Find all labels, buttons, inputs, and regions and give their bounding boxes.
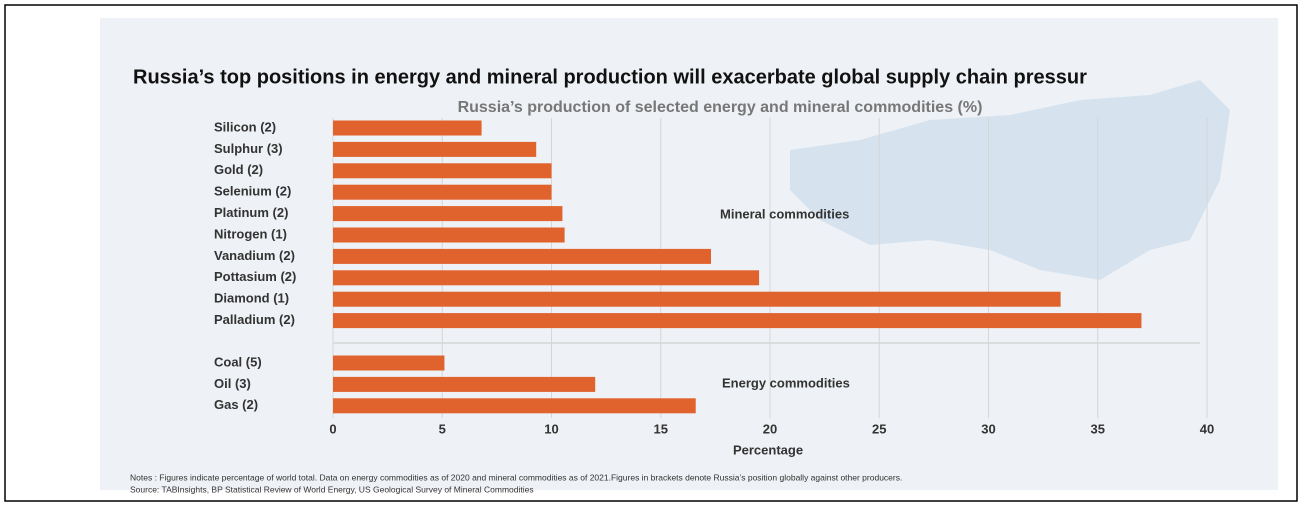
group-label: Mineral commodities	[720, 206, 849, 221]
y-tick-label: Silicon (2)	[214, 119, 276, 134]
x-tick-label: 10	[544, 421, 558, 436]
notes: Notes : Figures indicate percentage of w…	[130, 472, 902, 482]
y-tick-label: Platinum (2)	[214, 205, 288, 220]
y-tick-label: Palladium (2)	[214, 312, 295, 327]
y-tick-label: Oil (3)	[214, 376, 251, 391]
bar	[333, 355, 445, 371]
x-axis-label: Percentage	[733, 442, 803, 457]
bar	[333, 120, 482, 136]
x-tick-label: 20	[763, 421, 777, 436]
y-tick-label: Diamond (1)	[214, 291, 289, 306]
bar	[333, 141, 537, 157]
bar	[333, 227, 565, 243]
map-decoration	[790, 80, 1230, 280]
bar	[333, 398, 696, 414]
bar	[333, 270, 760, 286]
x-tick-label: 25	[872, 421, 886, 436]
y-tick-label: Coal (5)	[214, 354, 262, 369]
y-tick-label: Selenium (2)	[214, 184, 291, 199]
source: Source: TABInsights, BP Statistical Revi…	[130, 484, 534, 494]
y-tick-label: Gold (2)	[214, 162, 263, 177]
bar	[333, 184, 552, 200]
y-tick-label: Pottasium (2)	[214, 269, 296, 284]
bar	[333, 163, 552, 179]
x-tick-label: 35	[1091, 421, 1105, 436]
y-tick-label: Vanadium (2)	[214, 248, 295, 263]
bar	[333, 376, 596, 392]
x-tick-label: 15	[654, 421, 668, 436]
x-tick-label: 5	[439, 421, 446, 436]
bar	[333, 313, 1142, 329]
group-label: Energy commodities	[722, 375, 850, 390]
bar	[333, 248, 712, 264]
chart-subtitle: Russia’s production of selected energy a…	[458, 99, 983, 116]
bar	[333, 291, 1061, 307]
y-tick-label: Sulphur (3)	[214, 141, 283, 156]
chart-title: Russia’s top positions in energy and min…	[133, 66, 1087, 88]
bar	[333, 206, 563, 222]
x-tick-label: 40	[1200, 421, 1214, 436]
x-tick-label: 30	[981, 421, 995, 436]
x-tick-label: 0	[329, 421, 336, 436]
y-tick-label: Nitrogen (1)	[214, 226, 287, 241]
y-tick-label: Gas (2)	[214, 397, 258, 412]
